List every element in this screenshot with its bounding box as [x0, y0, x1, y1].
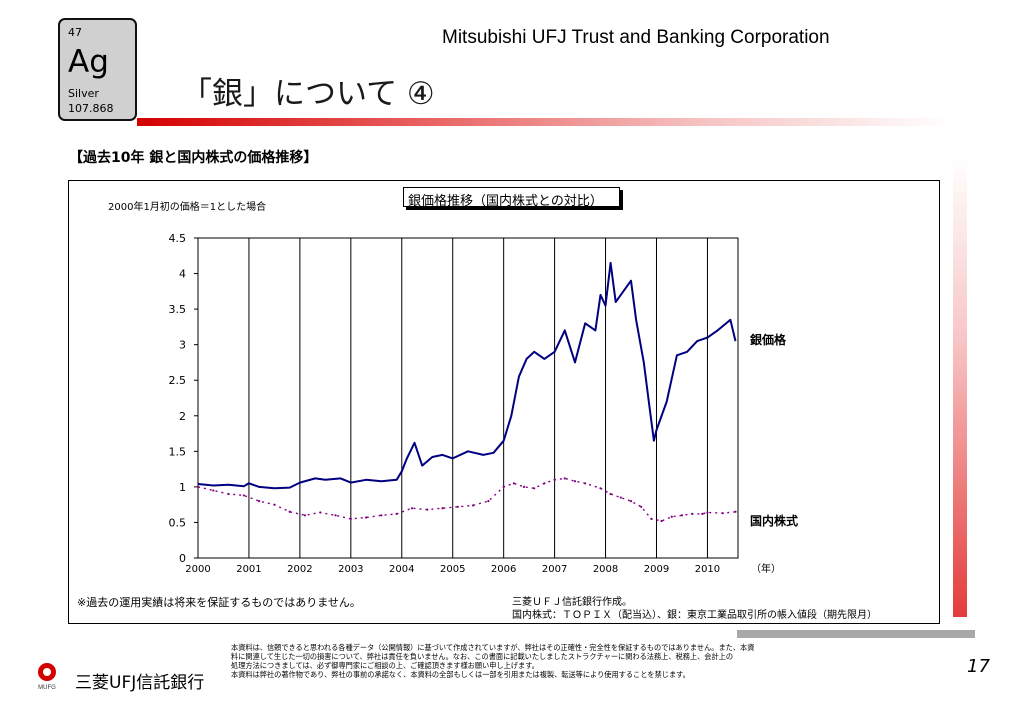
stock-point [543, 482, 546, 485]
stock-point [441, 507, 444, 510]
stock-point [487, 500, 490, 503]
x-tick-label: 2002 [287, 564, 312, 575]
stock-point [721, 512, 724, 515]
stock-point [533, 487, 536, 490]
stock-point [553, 478, 556, 481]
y-tick-label: 2 [179, 410, 186, 423]
stock-point [471, 504, 475, 507]
logo-abbr: MUFG [38, 685, 56, 691]
y-tick-label: 2.5 [169, 374, 187, 387]
x-tick-label: 2008 [593, 564, 618, 575]
series-line-stock [197, 477, 736, 522]
footer-divider [737, 630, 975, 638]
x-tick-label: 2003 [338, 564, 363, 575]
y-tick-label: 1.5 [169, 445, 187, 458]
element-name: Silver [68, 87, 99, 100]
y-tick-label: 3 [179, 339, 186, 352]
stock-point [522, 485, 526, 488]
series-label-silver: 銀価格 [749, 332, 787, 347]
y-tick-label: 3.5 [169, 303, 187, 316]
disclaimer: ※過去の運用実績は将来を保証するものではありません。 [77, 596, 361, 609]
stock-point [242, 494, 245, 497]
stock-point [563, 477, 566, 480]
legal-line: 料に関連して生じた一切の損害について、弊社は責任を負いません。なお、この書面に記… [231, 652, 734, 661]
stock-point [619, 496, 622, 499]
stock-point [629, 500, 633, 503]
legal-notice: 本資料は、信頼できると思われる各種データ（公開情報）に基づいて作成されていますが… [231, 643, 871, 679]
stock-point [410, 507, 414, 510]
element-symbol: Ag [68, 44, 109, 80]
element-tile: 47 Ag Silver 107.868 [58, 18, 137, 121]
y-tick-label: 1 [179, 481, 186, 494]
stock-point [288, 510, 291, 513]
legal-line: 本資料は、信頼できると思われる各種データ（公開情報）に基づいて作成されていますが… [231, 643, 755, 652]
stock-point [502, 485, 505, 488]
source-note-2: 国内株式：ＴＯＰＩＸ（配当込）、銀：東京工業品取引所の帳入値段（期先限月） [512, 610, 877, 621]
stock-point [512, 482, 515, 485]
series-label-stock: 国内株式 [750, 513, 798, 528]
chart-note: 2000年1月初の価格＝1とした場合 [108, 202, 267, 213]
stock-point [395, 512, 398, 516]
x-tick-label: 2010 [695, 564, 720, 575]
stock-point [319, 511, 322, 514]
stock-point [334, 514, 337, 517]
stock-point [584, 482, 587, 485]
x-tick-label: 2000 [185, 564, 210, 575]
stock-point [303, 514, 307, 517]
x-tick-label: 2007 [542, 564, 567, 575]
legal-line: 処理方法につきましては、必ず御専門家にご相談の上、ご確認頂きます様お願い申し上げ… [231, 661, 539, 670]
stock-point [365, 516, 368, 519]
atomic-mass: 107.868 [68, 102, 114, 115]
x-tick-label: 2005 [440, 564, 465, 575]
stock-point [456, 505, 459, 508]
stock-point [734, 510, 737, 513]
stock-point [599, 487, 602, 490]
line-chart: 2000 2001 2002 2003 2004 2005 2006 2007 2008 2009… [169, 232, 799, 575]
stock-point [426, 508, 429, 511]
plot-area [197, 237, 739, 559]
x-tick-label: 2004 [389, 564, 414, 575]
stock-point [196, 485, 200, 488]
mufg-logo-icon: MUFG [38, 663, 56, 691]
x-tick-label: 2006 [491, 564, 516, 575]
x-axis-unit: （年） [751, 562, 781, 575]
chart-title: 銀価格推移（国内株式との対比） [403, 187, 620, 209]
stock-point [650, 517, 653, 520]
company-name: Mitsubishi UFJ Trust and Banking Corpora… [442, 27, 830, 48]
y-tick-label: 4.5 [169, 232, 187, 245]
series-line-silver [197, 261, 737, 490]
stock-point [680, 514, 684, 517]
atomic-number: 47 [68, 26, 82, 39]
y-tick-label: 0.5 [169, 516, 187, 529]
y-tick-label: 4 [179, 268, 186, 281]
stock-point [349, 517, 352, 520]
stock-point [670, 515, 673, 518]
y-tick-label: 0 [179, 552, 186, 565]
stock-point [640, 505, 643, 508]
section-title: 【過去10年 銀と国内株式の価格推移】 [69, 150, 318, 166]
stock-point [573, 480, 577, 483]
x-tick-label: 2001 [236, 564, 261, 575]
bank-name: 三菱UFJ信託銀行 [75, 673, 205, 693]
stock-point [380, 514, 383, 517]
stock-point [706, 511, 709, 514]
page-number: 17 [967, 656, 990, 677]
stock-point [609, 492, 612, 496]
stock-point [227, 492, 230, 496]
source-note-1: 三菱ＵＦＪ信託銀行作成。 [512, 597, 632, 608]
page-title: 「銀」について ④ [181, 76, 435, 112]
legal-line: 本資料は弊社の著作物であり、弊社の事前の承諾なく、本資料の全部もしくは一部を引用… [231, 670, 690, 679]
stock-point [691, 512, 694, 516]
x-tick-label: 2009 [644, 564, 669, 575]
stock-point [258, 500, 261, 503]
side-accent-bar [953, 155, 967, 617]
stock-point [701, 512, 704, 516]
stock-point [660, 519, 663, 523]
stock-point [273, 503, 276, 506]
stock-point [212, 489, 215, 492]
title-underline [137, 118, 952, 126]
